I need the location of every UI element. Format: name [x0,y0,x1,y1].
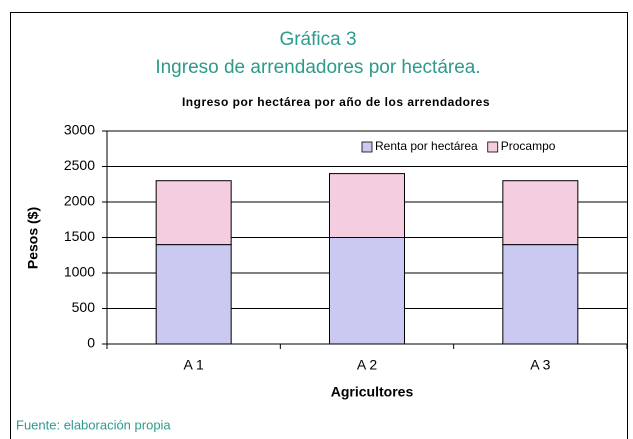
y-tick-label: 3000 [64,122,95,138]
x-axis-label: Agricultores [331,384,414,400]
legend-swatch [487,141,499,153]
bar-segment [329,173,405,239]
y-tick-label: 500 [72,299,96,315]
bar-segment [155,180,232,246]
bar-segment [502,180,579,246]
bar-segment [502,244,579,345]
x-tick-label: A 2 [357,357,377,373]
legend-label: Procampo [501,139,556,153]
legend-swatch [361,141,373,153]
x-tick-label: A 1 [184,357,204,373]
y-tick-label: 0 [87,335,95,351]
legend-label: Renta por hectárea [375,139,478,153]
y-tick-label: 2500 [64,157,95,173]
y-tick-label: 1000 [64,264,95,280]
bar-segment [155,244,232,345]
chart-title: Ingreso por hectárea por año de los arre… [182,95,490,109]
bar-segment [329,237,405,345]
x-tick-label: A 3 [530,357,550,373]
y-tick-label: 1500 [64,228,95,244]
y-axis-label: Pesos ($) [25,207,41,269]
source-note: Fuente: elaboración propia [16,417,171,432]
page-subtitle: Ingreso de arrendadores por hectárea. [155,57,480,78]
y-tick-label: 2000 [64,193,95,209]
page-title: Gráfica 3 [279,29,356,50]
